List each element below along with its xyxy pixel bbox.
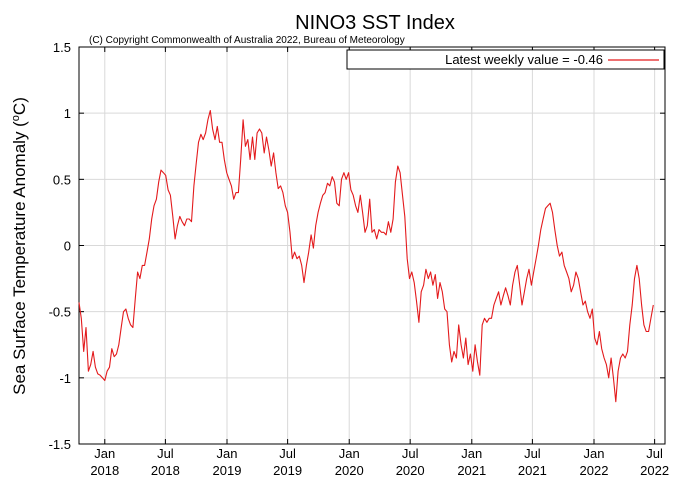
legend-box: [346, 49, 665, 70]
y-tick-label: -0.5: [49, 305, 71, 320]
x-tick-year: 2020: [396, 463, 425, 478]
chart-title: NINO3 SST Index: [295, 12, 455, 34]
x-tick-year: 2019: [273, 463, 302, 478]
x-tick-year: 2021: [518, 463, 547, 478]
x-tick-month: Jan: [339, 446, 360, 461]
grid-layer: [79, 47, 665, 444]
series-layer: [78, 109, 654, 403]
x-tick-year: 2022: [640, 463, 669, 478]
x-tick-month: Jul: [646, 446, 663, 461]
y-tick-label: 1.5: [53, 40, 71, 55]
y-axis-label-degree: o: [10, 115, 22, 121]
x-tick-month: Jul: [402, 446, 419, 461]
y-axis-label: Sea Surface Temperature Anomaly (oC): [10, 97, 29, 395]
x-tick-year: 2020: [335, 463, 364, 478]
x-tick-month: Jan: [217, 446, 238, 461]
x-tick-year: 2021: [457, 463, 486, 478]
y-tick-label: 0: [64, 239, 71, 254]
legend-label: Latest weekly value = -0.46: [445, 52, 603, 67]
series-line-nino3: [78, 109, 654, 403]
y-tick-label: -1: [59, 371, 71, 386]
ticks-layer: 1.5 1 0.5 0 -0.5 -1 -1.5 Jan 2018 Jul 2018 Jan 2019 J…: [49, 40, 669, 478]
y-tick-label: -1.5: [49, 437, 71, 452]
x-tick-month: Jan: [461, 446, 482, 461]
x-tick-month: Jul: [279, 446, 296, 461]
copyright-note: (C) Copyright Commonwealth of Australia …: [89, 35, 405, 46]
x-tick-month: Jul: [157, 446, 174, 461]
x-tick-year: 2019: [213, 463, 242, 478]
x-tick-month: Jan: [584, 446, 605, 461]
legend: Latest weekly value = -0.46: [346, 49, 665, 70]
y-axis-label-end: C): [10, 97, 29, 115]
y-tick-label: 0.5: [53, 172, 71, 187]
y-tick-label: 1: [64, 106, 71, 121]
x-tick-year: 2022: [580, 463, 609, 478]
x-tick-month: Jan: [94, 446, 115, 461]
x-tick-year: 2018: [151, 463, 180, 478]
y-axis-label-main: Sea Surface Temperature Anomaly (: [10, 121, 29, 395]
x-tick-year: 2018: [90, 463, 119, 478]
x-tick-month: Jul: [524, 446, 541, 461]
